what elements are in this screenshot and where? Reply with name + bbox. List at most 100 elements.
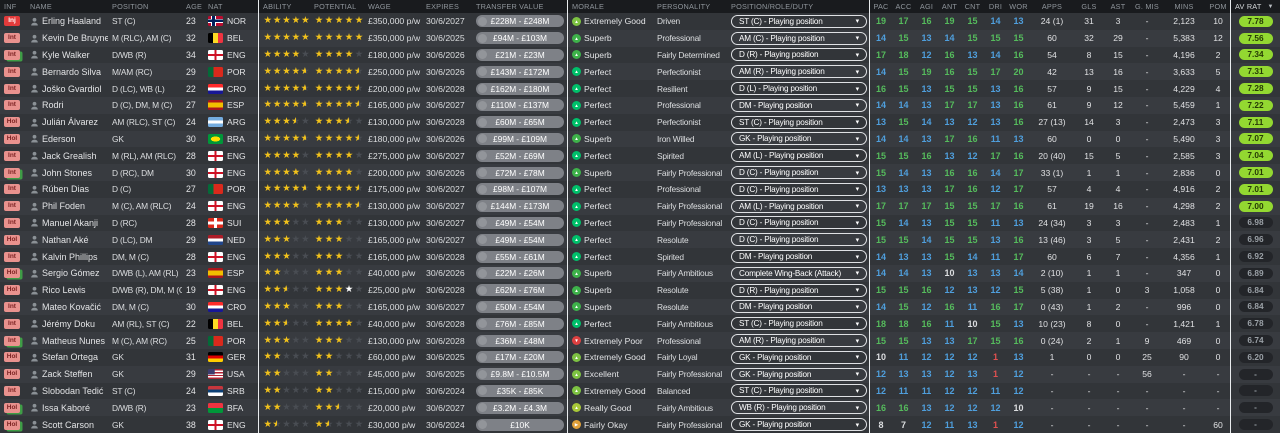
- info-badge[interactable]: Int: [4, 318, 20, 329]
- role-dropdown[interactable]: GK - Playing position ▾: [731, 367, 867, 381]
- info-badge[interactable]: Inj: [4, 16, 20, 27]
- player-name[interactable]: Phil Foden: [42, 201, 86, 212]
- column-header-cnt[interactable]: CNT: [964, 2, 981, 11]
- name-cell[interactable]: Jack Grealish: [26, 147, 108, 164]
- info-badge[interactable]: Int: [4, 83, 20, 94]
- name-cell[interactable]: Issa Kaboré: [26, 399, 108, 416]
- role-dropdown[interactable]: GK - Playing position ▾: [731, 418, 867, 432]
- player-row[interactable]: Inj Erling Haaland ST (C) 23 NOR ★ ★ ★ ★ ★ ★…: [0, 13, 1280, 30]
- role-dropdown[interactable]: D (C) - Playing position ▾: [731, 216, 867, 230]
- name-cell[interactable]: Phil Foden: [26, 198, 108, 215]
- player-name[interactable]: Rico Lewis: [42, 285, 86, 296]
- player-row[interactable]: Int Kyle Walker D/WB (R) 34 ENG ★ ★ ★ ★ ★ ★ ★…: [0, 46, 1280, 64]
- name-cell[interactable]: Rodri: [26, 97, 108, 114]
- name-cell[interactable]: Slobodan Tedić: [26, 383, 108, 400]
- info-badge[interactable]: Hol: [4, 268, 20, 279]
- info-badge[interactable]: Hol: [4, 117, 20, 128]
- info-badge[interactable]: Int: [4, 217, 20, 228]
- player-name[interactable]: Stefan Ortega: [42, 352, 99, 363]
- player-row[interactable]: Int Manuel Akanji D (RC) 28 SUI ★ ★ ★ ★ ★ ★ ★…: [0, 214, 1280, 232]
- name-cell[interactable]: Stefan Ortega: [26, 349, 108, 366]
- player-name[interactable]: Slobodan Tedić: [42, 385, 104, 396]
- info-badge[interactable]: Hol: [4, 234, 20, 245]
- role-dropdown[interactable]: Complete Wing-Back (Attack) ▾: [731, 266, 867, 280]
- name-cell[interactable]: Kevin De Bruyne: [26, 30, 108, 47]
- player-name[interactable]: Jack Grealish: [42, 150, 97, 161]
- role-dropdown[interactable]: ST (C) - Playing position ▾: [731, 317, 867, 331]
- player-row[interactable]: Int Matheus Nunes M (C), AM (RC) 25 POR …: [0, 332, 1280, 349]
- player-name[interactable]: Bernardo Silva: [42, 66, 102, 77]
- column-header-pac[interactable]: PAC: [869, 0, 892, 13]
- info-badge[interactable]: Int: [4, 49, 20, 60]
- player-row[interactable]: Hol Sergio Gómez D/WB (L), AM (RL) 23 ES…: [0, 264, 1280, 282]
- player-row[interactable]: Hol Issa Kaboré D/WB (R) 23 BFA ★ ★ ★ ★ ★ ★ ★…: [0, 399, 1280, 417]
- player-name[interactable]: Ederson: [42, 133, 76, 144]
- player-row[interactable]: Hol Stefan Ortega GK 31 GER ★ ★ ★ ★ ★ ★ ★ ★ ★ ★ …: [0, 348, 1280, 366]
- column-header-age[interactable]: AGE: [186, 2, 203, 11]
- column-header-morale[interactable]: MORALE: [567, 0, 653, 13]
- player-name[interactable]: John Stones: [42, 167, 93, 178]
- column-header-potential[interactable]: POTENTIAL: [314, 2, 357, 11]
- column-header-mins[interactable]: MINS: [1174, 2, 1194, 11]
- name-cell[interactable]: Ederson: [26, 131, 108, 148]
- player-row[interactable]: Int Bernardo Silva M/AM (RC) 29 POR ★ ★ ★ ★…: [0, 63, 1280, 81]
- player-row[interactable]: Int Kevin De Bruyne M (RLC), AM (C) 32 B…: [0, 29, 1280, 47]
- column-header-ant[interactable]: ANT: [941, 2, 958, 11]
- name-cell[interactable]: Joško Gvardiol: [26, 80, 108, 97]
- name-cell[interactable]: Kyle Walker: [26, 47, 108, 64]
- column-header-position[interactable]: POSITION: [112, 2, 149, 11]
- role-dropdown[interactable]: GK - Playing position ▾: [731, 132, 867, 146]
- player-row[interactable]: Hol Julián Álvarez AM (RLC), ST (C) 24 A…: [0, 113, 1280, 131]
- player-name[interactable]: Kyle Walker: [42, 49, 90, 60]
- info-badge[interactable]: Int: [4, 385, 20, 396]
- role-dropdown[interactable]: DM - Playing position ▾: [731, 250, 867, 264]
- name-cell[interactable]: Bernardo Silva: [26, 63, 108, 80]
- role-dropdown[interactable]: D (R) - Playing position ▾: [731, 283, 867, 297]
- role-dropdown[interactable]: ST (C) - Playing position ▾: [731, 14, 867, 28]
- role-dropdown[interactable]: D (C) - Playing position ▾: [731, 166, 867, 180]
- name-cell[interactable]: Scott Carson: [26, 416, 108, 433]
- column-header-pom[interactable]: POM: [1209, 2, 1227, 11]
- player-row[interactable]: Int Jérémy Doku AM (RL), ST (C) 22 BEL ★…: [0, 315, 1280, 333]
- info-badge[interactable]: Hol: [4, 369, 20, 380]
- player-row[interactable]: Int John Stones D (RC), DM 30 ENG ★ ★ ★ ★ ★ …: [0, 164, 1280, 181]
- player-row[interactable]: Hol Rico Lewis D/WB (R), DM, M (C) 19 EN…: [0, 281, 1280, 299]
- player-name[interactable]: Rúben Dias: [42, 184, 90, 195]
- info-badge[interactable]: Int: [4, 335, 20, 346]
- player-row[interactable]: Int Rodri D (C), DM, M (C) 27 ESP ★ ★ ★ ★ ★ ★…: [0, 96, 1280, 114]
- name-cell[interactable]: Jérémy Doku: [26, 315, 108, 332]
- column-header-wor[interactable]: WOR: [1009, 2, 1028, 11]
- info-badge[interactable]: Int: [4, 184, 20, 195]
- column-header-personality[interactable]: PERSONALITY: [657, 2, 711, 11]
- player-name[interactable]: Kalvin Phillips: [42, 251, 98, 262]
- name-cell[interactable]: Erling Haaland: [26, 13, 108, 30]
- column-header-expires[interactable]: EXPIRES: [426, 2, 460, 11]
- player-name[interactable]: Scott Carson: [42, 419, 95, 430]
- role-dropdown[interactable]: AM (C) - Playing position ▾: [731, 31, 867, 45]
- column-header-value[interactable]: TRANSFER VALUE: [476, 2, 544, 11]
- player-name[interactable]: Issa Kaboré: [42, 402, 91, 413]
- info-badge[interactable]: Int: [4, 100, 20, 111]
- player-row[interactable]: Int Mateo Kovačić DM, M (C) 30 CRO ★ ★ ★ ★ ★…: [0, 298, 1280, 316]
- column-header-acc[interactable]: ACC: [895, 2, 912, 11]
- player-row[interactable]: Int Joško Gvardiol D (LC), WB (L) 22 CRO…: [0, 80, 1280, 97]
- info-badge[interactable]: Hol: [4, 402, 20, 413]
- player-row[interactable]: Int Slobodan Tedić ST (C) 24 SRB ★ ★ ★ ★ ★ ★…: [0, 382, 1280, 400]
- role-dropdown[interactable]: D (C) - Playing position ▾: [731, 233, 867, 247]
- column-header-dri[interactable]: DRI: [988, 2, 1003, 11]
- info-badge[interactable]: Int: [4, 201, 20, 212]
- player-row[interactable]: Int Kalvin Phillips DM, M (C) 28 ENG ★ ★ ★…: [0, 248, 1280, 265]
- player-row[interactable]: Hol Ederson GK 30 BRA ★★★★★★ ★★★★★★ £180…: [0, 130, 1280, 148]
- info-badge[interactable]: Hol: [4, 419, 20, 430]
- player-row[interactable]: Int Phil Foden M (C), AM (RLC) 24 ENG ★ ★…: [0, 197, 1280, 215]
- column-header-role[interactable]: POSITION/ROLE/DUTY: [731, 2, 814, 11]
- name-cell[interactable]: John Stones: [26, 164, 108, 181]
- player-name[interactable]: Erling Haaland: [42, 16, 102, 27]
- player-row[interactable]: Hol Zack Steffen GK 29 USA ★ ★ ★ ★ ★ ★ ★ ★ ★ ★ £…: [0, 365, 1280, 383]
- column-header-inf[interactable]: INF: [4, 2, 17, 11]
- role-dropdown[interactable]: GK - Playing position ▾: [731, 350, 867, 364]
- name-cell[interactable]: Zack Steffen: [26, 366, 108, 383]
- player-name[interactable]: Zack Steffen: [42, 369, 93, 380]
- column-header-gmis[interactable]: G. MIS: [1135, 2, 1159, 11]
- info-badge[interactable]: Int: [4, 150, 20, 161]
